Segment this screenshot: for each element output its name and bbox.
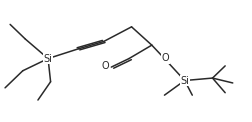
- Text: Si: Si: [179, 76, 188, 86]
- Text: O: O: [161, 53, 169, 63]
- Text: O: O: [101, 61, 108, 71]
- Text: Si: Si: [43, 54, 52, 64]
